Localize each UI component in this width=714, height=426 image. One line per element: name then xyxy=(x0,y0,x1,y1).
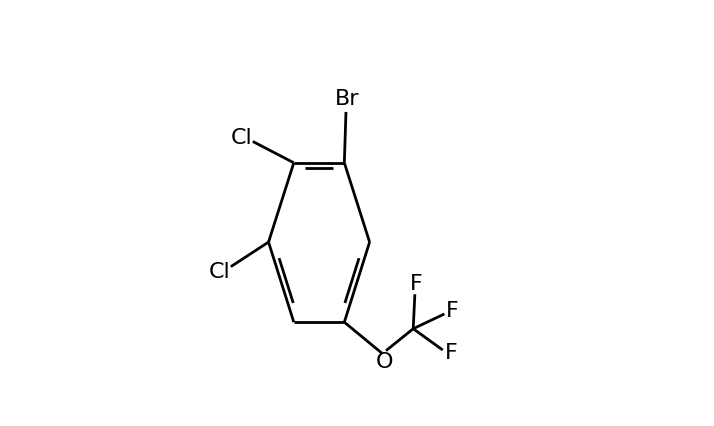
Text: F: F xyxy=(410,274,423,294)
Text: F: F xyxy=(446,301,459,321)
Text: F: F xyxy=(445,343,457,363)
Text: O: O xyxy=(376,351,393,371)
Text: Cl: Cl xyxy=(231,128,252,148)
Text: Cl: Cl xyxy=(208,262,230,282)
Text: Br: Br xyxy=(336,89,360,109)
